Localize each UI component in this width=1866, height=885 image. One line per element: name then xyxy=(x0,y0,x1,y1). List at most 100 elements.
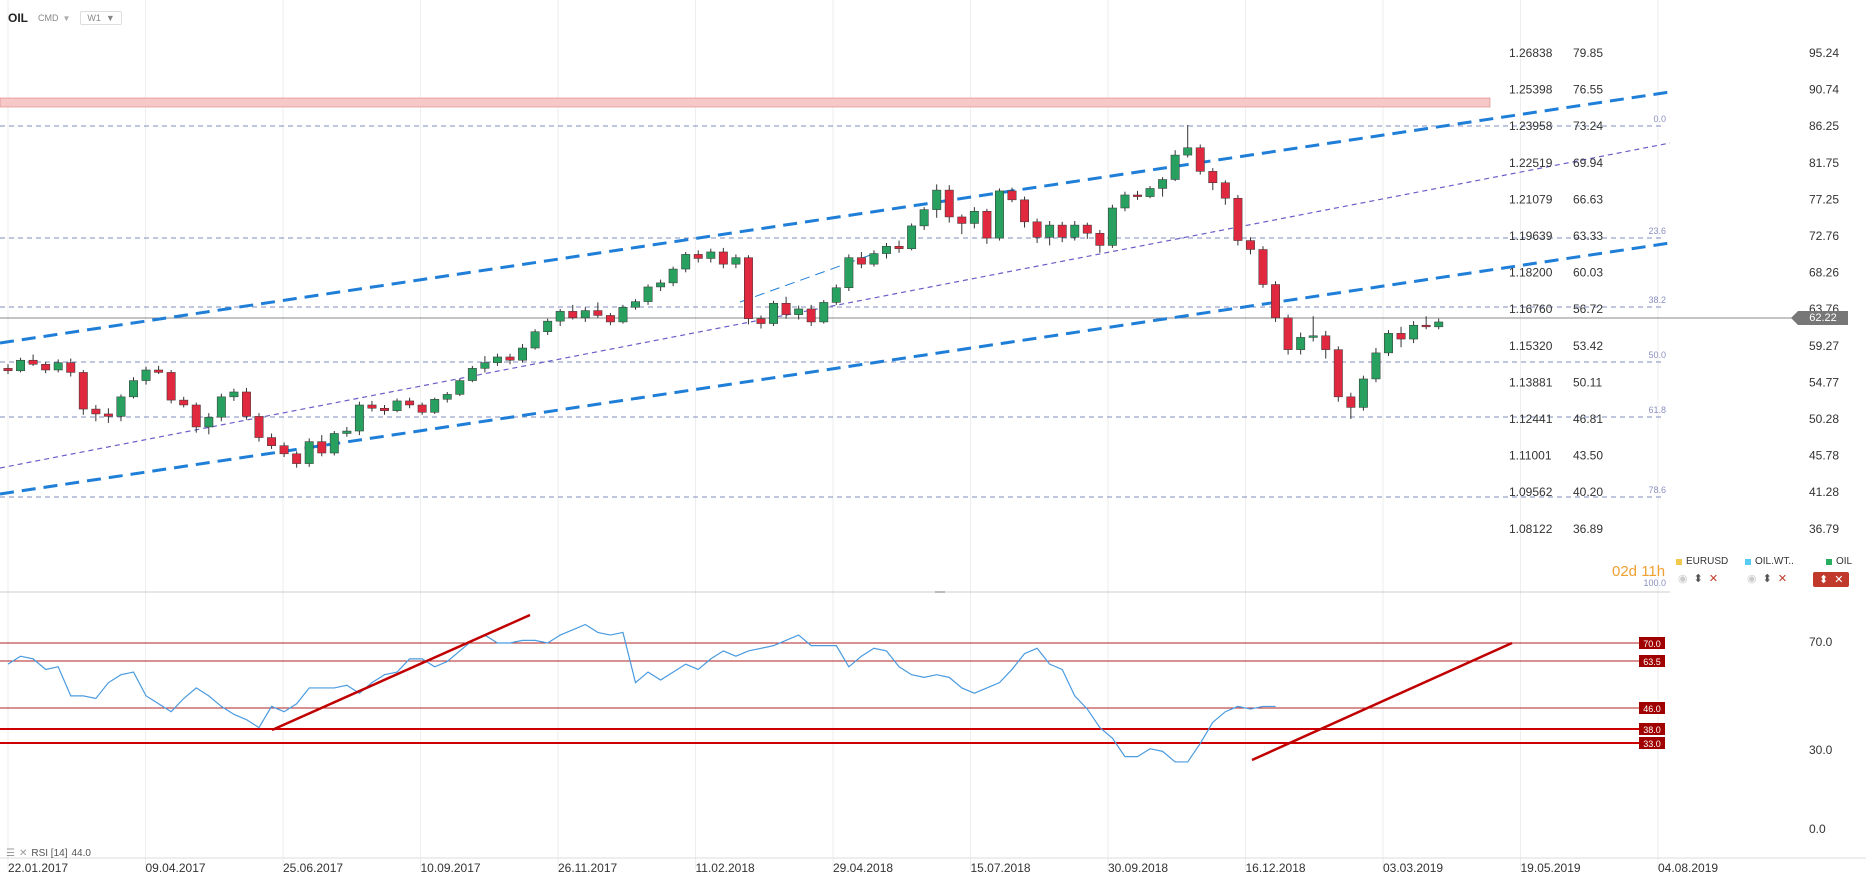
candle-body xyxy=(242,391,251,417)
panel-resize-handle xyxy=(935,591,945,593)
candle xyxy=(1346,392,1356,419)
candle-body xyxy=(267,437,277,446)
candle xyxy=(1170,150,1180,182)
legend-oil-wti[interactable]: OIL.WT.. xyxy=(1745,556,1794,567)
candle-body xyxy=(1220,182,1230,199)
candle-body xyxy=(1195,147,1205,172)
price-axis-tick: 69.94 xyxy=(1573,156,1603,170)
candle xyxy=(28,354,38,366)
candle-body xyxy=(317,441,327,454)
candle-body xyxy=(1032,221,1042,238)
candle xyxy=(693,250,703,263)
candle xyxy=(731,254,741,269)
candle xyxy=(1409,321,1419,344)
fib-level-label: 38.2 xyxy=(1648,295,1666,305)
price-axis-tick: 54.77 xyxy=(1809,375,1839,389)
candle xyxy=(380,404,389,415)
legend-color-swatch xyxy=(1745,558,1751,565)
candle-timer: 02d 11h xyxy=(1612,563,1665,580)
candle-body xyxy=(1145,188,1155,197)
candle xyxy=(392,398,402,413)
legend-tools-oil: ⬍ ✕ xyxy=(1813,572,1850,587)
candle-body xyxy=(1434,321,1444,328)
price-axis-tick: 53.42 xyxy=(1573,339,1603,353)
candle xyxy=(1434,318,1444,330)
legend-eurusd[interactable]: EURUSD xyxy=(1676,556,1728,567)
close-icon[interactable]: ✕ xyxy=(18,848,28,859)
candle xyxy=(894,240,904,253)
chevron-down-icon: ▼ xyxy=(62,13,71,23)
candle xyxy=(1133,190,1142,200)
legend-oil[interactable]: OIL xyxy=(1826,556,1852,567)
candle-body xyxy=(1208,171,1218,184)
candle-body xyxy=(1095,232,1105,246)
candle-body xyxy=(367,404,377,409)
candle-body xyxy=(1246,240,1255,250)
price-axis-tick: 1.19639 xyxy=(1509,229,1553,243)
price-axis-tick: 60.03 xyxy=(1573,266,1603,280)
candle xyxy=(1070,221,1080,241)
candle-body xyxy=(580,310,590,319)
candle-body xyxy=(593,310,603,316)
close-icon[interactable]: ✕ xyxy=(1777,573,1788,585)
candle xyxy=(744,255,753,325)
price-axis-tick: 81.75 xyxy=(1809,156,1839,170)
candle xyxy=(430,397,440,414)
candle xyxy=(1045,221,1055,246)
candle-body xyxy=(467,368,477,381)
reorder-icon[interactable]: ⬍ xyxy=(1693,573,1703,585)
candle xyxy=(1296,332,1306,355)
eye-icon[interactable]: ◉ xyxy=(1678,573,1688,585)
candle xyxy=(831,284,841,305)
close-icon[interactable]: ✕ xyxy=(1834,574,1844,586)
price-axis-tick: 1.26838 xyxy=(1509,46,1553,60)
price-axis-tick: 63.33 xyxy=(1573,229,1603,243)
x-axis-tick: 19.05.2019 xyxy=(1521,861,1581,875)
candle-body xyxy=(380,407,389,411)
candle-body xyxy=(16,359,25,372)
candle xyxy=(279,442,289,458)
reorder-icon[interactable]: ⬍ xyxy=(1819,574,1829,586)
candle xyxy=(216,393,226,422)
candle-body xyxy=(392,400,402,411)
close-icon[interactable]: ✕ xyxy=(1708,573,1719,585)
candle xyxy=(957,214,967,235)
eye-icon[interactable]: ◉ xyxy=(1747,573,1757,585)
source-selector[interactable]: CMD ▼ xyxy=(38,13,70,23)
candle-body xyxy=(1082,224,1092,234)
candle-body xyxy=(442,394,452,400)
candle-body xyxy=(1371,352,1381,380)
candle xyxy=(643,284,653,305)
symbol-label[interactable]: OIL xyxy=(8,11,28,25)
price-axis-tick: 73.24 xyxy=(1573,119,1603,133)
candle xyxy=(16,357,25,373)
x-axis-tick: 03.03.2019 xyxy=(1383,861,1443,875)
minor-trend-line xyxy=(739,252,877,303)
menu-icon[interactable]: ☰ xyxy=(6,848,15,859)
rsi-indicator-label[interactable]: ☰ ✕ RSI [14] 44.0 xyxy=(6,848,91,859)
rsi-axis-tick: 0.0 xyxy=(1809,822,1826,836)
candle-body xyxy=(430,399,440,413)
reorder-icon[interactable]: ⬍ xyxy=(1762,573,1772,585)
rsi-level-badge xyxy=(1639,737,1665,749)
price-axis-tick: 1.23958 xyxy=(1509,119,1553,133)
candle-body xyxy=(455,380,465,395)
candle-body xyxy=(518,347,527,361)
candle-body xyxy=(166,372,176,401)
candle xyxy=(919,207,929,230)
legend-label: OIL.WT.. xyxy=(1755,556,1794,567)
candle-body xyxy=(731,257,741,265)
candle xyxy=(656,279,666,292)
candle xyxy=(1220,180,1230,205)
candle-body xyxy=(631,301,640,308)
timeframe-selector[interactable]: W1 ▼ xyxy=(80,11,122,25)
candle xyxy=(1007,187,1017,203)
candle xyxy=(1057,221,1067,243)
price-axis-tick: 1.25398 xyxy=(1509,83,1553,97)
price-axis-tick: 59.27 xyxy=(1809,339,1839,353)
fib-level-label: 78.6 xyxy=(1648,485,1666,495)
candle xyxy=(254,413,264,442)
price-axis-tick: 36.79 xyxy=(1809,522,1839,536)
candle-body xyxy=(995,190,1004,239)
